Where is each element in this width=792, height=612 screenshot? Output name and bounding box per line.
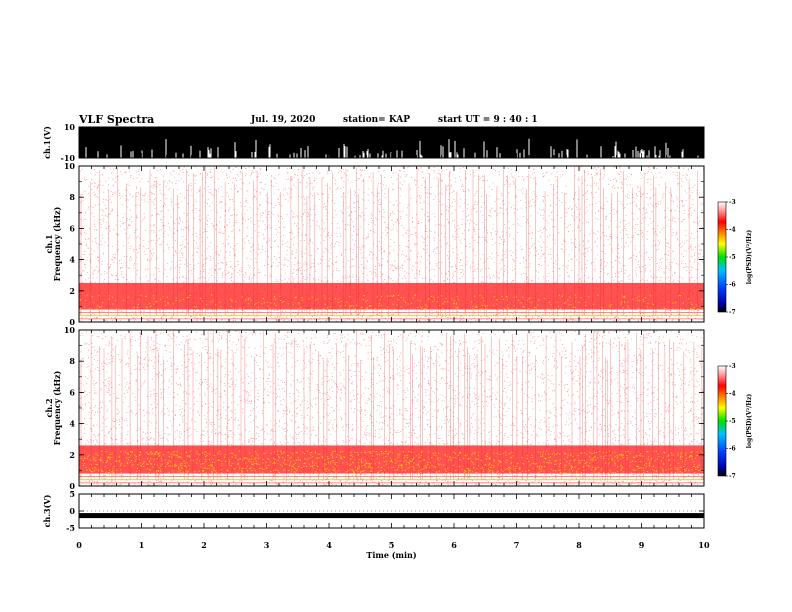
- colorbar-tick-label: -5: [729, 254, 736, 261]
- y-tick-label: 2: [69, 450, 75, 460]
- ch3-waveform-trace: [79, 513, 704, 519]
- date-label: Jul. 19, 2020: [251, 115, 316, 125]
- x-tick-label: 2: [201, 540, 207, 550]
- ch2-spectrogram-sferics: [80, 330, 703, 480]
- x-tick-label: 4: [326, 540, 332, 550]
- x-tick-label: 6: [451, 540, 457, 550]
- y-tick-label: 6: [69, 223, 75, 233]
- x-tick-label: 0: [76, 540, 82, 550]
- ch2-spectrogram-ylabel-2: Frequency (kHz): [52, 370, 62, 445]
- ch1-spectrogram-colorbar-label: log(PSD)(V²/Hz): [746, 230, 753, 285]
- x-tick-label: 5: [389, 540, 395, 550]
- y-tick-label: 4: [69, 255, 75, 265]
- colorbar-tick-label: -6: [729, 282, 736, 289]
- station-label: station= KAP: [343, 115, 411, 125]
- ch2-spectrogram-band: [79, 445, 704, 474]
- x-tick-label: 3: [264, 540, 270, 550]
- y-tick-label: 0: [69, 317, 75, 327]
- colorbar-tick-label: -4: [729, 227, 736, 234]
- x-axis-title: Time (min): [366, 550, 416, 560]
- y-tick-label: -10: [61, 153, 76, 163]
- y-tick-label: 10: [64, 161, 76, 171]
- x-tick-label: 1: [139, 540, 145, 550]
- ch1-spectrogram-band-peaks: [79, 294, 704, 310]
- ch2-spectrogram-band-peaks: [79, 450, 705, 474]
- y-tick-label: 0: [69, 481, 75, 491]
- start-time-label: start UT = 9 : 40 : 1: [438, 115, 538, 125]
- ch2-spectrogram-ylabel: ch.2: [44, 398, 54, 417]
- y-tick-label: 8: [69, 192, 75, 202]
- colorbar-tick-label: -6: [729, 446, 736, 453]
- colorbar-tick-label: -4: [729, 391, 736, 398]
- colorbar-tick-label: -7: [729, 309, 736, 316]
- y-tick-label: 10: [64, 325, 76, 335]
- colorbar-tick-label: -7: [729, 473, 736, 480]
- ch2-spectrogram-colorbar: [717, 365, 727, 477]
- chart-title: VLF Spectra: [79, 113, 155, 126]
- y-tick-label: -5: [66, 523, 75, 533]
- y-tick-label: 10: [64, 122, 76, 132]
- x-tick-label: 9: [639, 540, 645, 550]
- ch1-spectrogram-sferics: [80, 166, 699, 316]
- ch1-waveform-panel: 10 -10 ch.1(V): [42, 122, 705, 163]
- ch1-spectrogram-colorbar: [717, 201, 727, 313]
- ch1-waveform-gaps: [85, 138, 699, 158]
- x-tick-label: 7: [514, 540, 520, 550]
- colorbar-tick-label: -3: [729, 199, 736, 206]
- y-tick-label: 5: [69, 489, 75, 499]
- ch1-spectrogram-ylabel-2: Frequency (kHz): [52, 206, 62, 281]
- ch1-spectrogram-ylabel: ch.1: [44, 234, 54, 253]
- y-tick-label: 8: [69, 356, 75, 366]
- y-tick-label: 4: [69, 419, 75, 429]
- colorbar-tick-label: -3: [729, 363, 736, 370]
- ch1-waveform-ylabel: ch.1(V): [42, 126, 52, 159]
- colorbar-tick-label: -5: [729, 418, 736, 425]
- y-tick-label: 2: [69, 286, 75, 296]
- ch2-spectrogram-colorbar-label: log(PSD)(V²/Hz): [746, 394, 753, 449]
- y-tick-label: 6: [69, 387, 75, 397]
- y-tick-label: 0: [69, 506, 75, 516]
- ch3-waveform-ylabel: ch.3(V): [42, 494, 52, 527]
- x-tick-label: 10: [698, 540, 710, 550]
- x-tick-label: 8: [576, 540, 582, 550]
